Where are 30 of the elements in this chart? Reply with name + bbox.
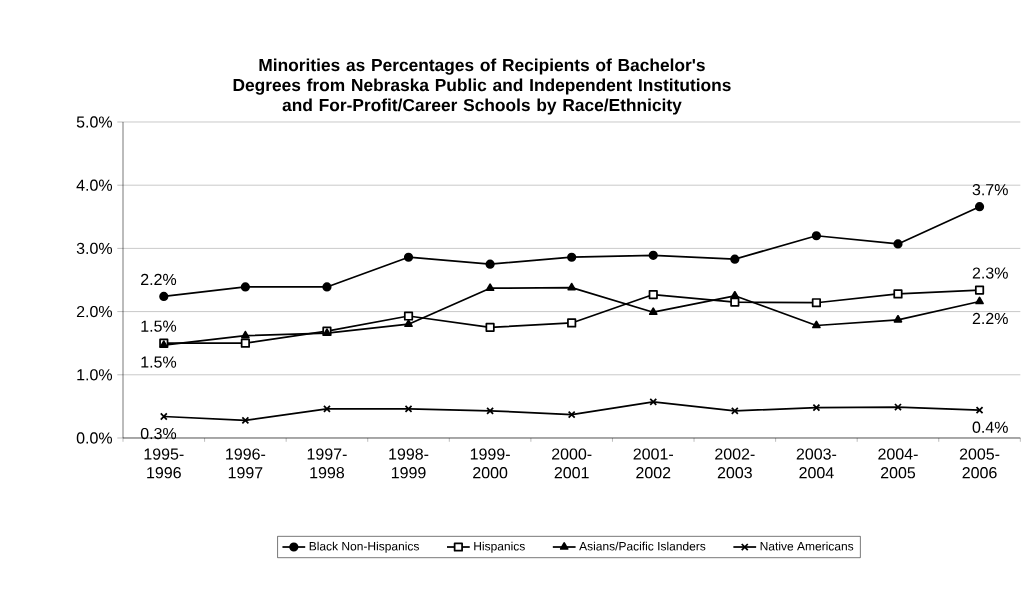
x-tick-label: 1996-1997	[226, 448, 266, 479]
x-tick-label: 1999-2000	[470, 448, 510, 479]
y-tick-label: 5.0%	[76, 116, 113, 128]
x-tick-label: 1998-1999	[389, 448, 429, 479]
data-label: 2.3%	[972, 267, 1008, 279]
data-label: 0.4%	[972, 421, 1008, 433]
legend-label: Asians/Pacific Islanders	[579, 541, 706, 551]
legend-label: Native Americans	[760, 541, 854, 551]
x-tick-label: 2002-2003	[715, 448, 755, 479]
x-tick-label: 1997-1998	[307, 448, 347, 479]
y-tick-label: 2.0%	[76, 305, 113, 318]
data-label: 2.2%	[141, 273, 177, 286]
data-label: 1.5%	[141, 320, 177, 332]
x-tick-label: 2000-2001	[552, 448, 592, 479]
y-tick-label: 3.0%	[76, 242, 113, 255]
data-label: 1.5%	[141, 356, 177, 368]
data-label: 3.7%	[972, 183, 1008, 196]
chart-title: Minorities as Percentages of Recipients of Bachelor's Degrees from Nebraska Public and Independent Institutions and For-Profit/Career Schools by Race/Ethnicity	[233, 58, 731, 115]
x-tick-label: 2005-2006	[959, 448, 1000, 479]
legend-label: Hispanics	[474, 541, 525, 553]
y-tick-label: 1.0%	[77, 369, 113, 381]
x-tick-label: 2003-2004	[796, 448, 837, 479]
y-tick-label: 0.0%	[76, 432, 113, 444]
legend-label: Black Non-Hispanics	[309, 541, 419, 553]
x-tick-label: 2004-2005	[878, 448, 918, 479]
y-tick-label: 4.0%	[76, 179, 113, 191]
data-label: 0.3%	[140, 427, 177, 440]
x-tick-label: 1995-1996	[144, 448, 184, 479]
data-label: 2.2%	[972, 312, 1008, 325]
x-tick-label: 2001-2002	[633, 448, 673, 479]
